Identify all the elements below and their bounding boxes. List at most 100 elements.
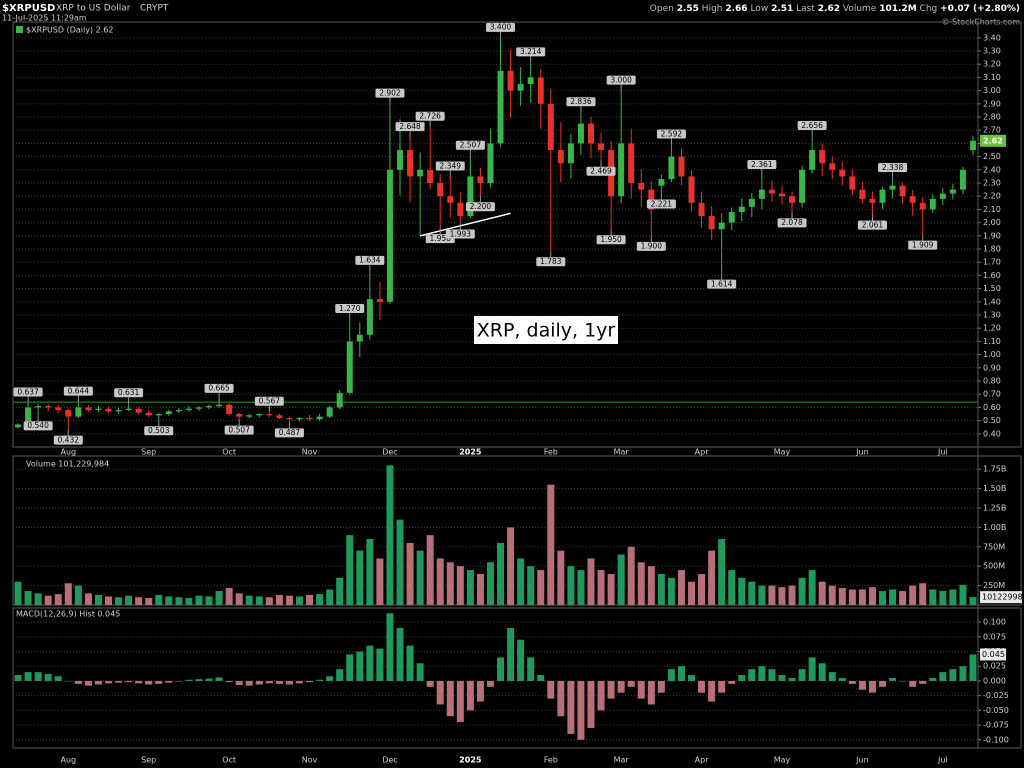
candle-body [879,189,886,203]
volume-bar [416,550,424,605]
price-panel [12,21,1022,448]
y-tick-label: 1.20 [983,324,1001,333]
candle-body [668,156,675,180]
last-value: 0.045 [982,650,1005,659]
price-legend: $XRPUSD (Daily) 2.62 [26,26,113,35]
volume-bar [94,594,102,605]
x-tick-label: Oct [222,448,236,457]
y-tick-label: -0.050 [983,706,1009,715]
macd-hist-bar [748,669,756,681]
candle-body [356,334,363,342]
annotation-label: 2.338 [882,163,904,172]
macd-hist-bar [688,675,696,681]
y-tick-label: 0.025 [983,662,1006,671]
volume-bar [275,594,283,605]
volume-bar [517,558,525,605]
x-tick-label: Nov [302,756,318,765]
volume-bar [798,577,806,605]
y-tick-label: 1.75B [983,465,1006,474]
macd-hist-bar [858,680,866,690]
annotation-label: 1.634 [359,256,381,265]
volume-bar [64,583,72,605]
candle-body [366,299,373,335]
macd-hist-bar [466,680,474,711]
volume-bar [356,550,364,605]
macd-hist-bar [215,677,223,681]
quote-value: 2.66 [725,4,747,14]
macd-hist-bar [758,666,766,681]
candle-body [799,169,806,203]
annotation-label: 2.648 [399,122,421,131]
volume-bar [919,583,927,605]
volume-bar [909,585,917,605]
y-tick-label: 1.50B [983,484,1006,493]
candle-body [175,410,182,412]
macd-hist-bar [848,680,856,684]
volume-bar [828,585,836,605]
annotation-box [445,229,475,239]
volume-bar [225,587,233,605]
volume-bar [44,595,52,605]
macd-hist-bar [969,654,977,681]
volume-bar [336,577,344,605]
annotation-box [566,97,596,107]
candle-body [929,198,936,210]
macd-hist-bar [708,680,716,702]
candle-body [919,202,926,210]
annotation-box [586,166,616,176]
volume-bar [567,566,575,605]
macd-hist-bar [476,680,484,702]
x-tick-label: Aug [60,756,76,765]
candle-body [15,424,22,428]
quote-value: 2.51 [771,4,793,14]
volume-bar [868,587,876,605]
candle-body [417,169,424,177]
volume-bar [195,595,203,605]
y-tick-label: 2.90 [983,99,1001,108]
candle-body [738,206,745,213]
volume-bar [185,598,193,605]
candle-body [959,169,966,190]
candle-body [909,196,916,203]
annotation-label: 2.592 [661,129,683,138]
volume-bar [778,587,786,605]
volume-bar [235,593,243,605]
y-tick-label: 0.80 [983,377,1001,386]
volume-bar [889,589,897,605]
x-tick-label: Dec [382,448,397,457]
candle-body [467,176,474,217]
macd-hist-bar [637,680,645,699]
y-tick-label: 0.100 [983,618,1006,627]
volume-bar [637,562,645,605]
macd-hist-bar [54,676,62,681]
macd-hist-bar [285,680,293,685]
annotation-label: 1.783 [540,257,562,266]
volume-bar [758,585,766,605]
annotation-box [114,388,144,398]
candle-body [286,417,293,420]
macd-hist-bar [647,680,655,705]
macd-hist-bar [14,675,22,681]
y-tick-label: 2.50 [983,152,1001,161]
macd-hist-bar [205,678,213,681]
quote-label: Chg [920,4,938,14]
quote-value: 101.2M [879,4,916,14]
annotation-box [435,161,465,171]
candle-body [618,143,625,197]
macd-hist-bar [768,669,776,681]
y-tick-label: 1.10 [983,337,1001,346]
volume-bar [969,597,977,605]
macd-hist-bar [135,680,143,684]
macd-hist-bar [828,672,836,681]
candle-body [306,417,313,420]
macd-title: MACD(12,26,9) Hist 0.045 [16,610,120,619]
volume-bar [295,596,303,605]
y-tick-label: -0.100 [983,735,1009,744]
y-tick-label: 0.40 [983,429,1001,438]
annotation-box [13,387,43,397]
annotation-box [536,257,566,267]
annotation-label: 3.000 [610,75,632,84]
volume-bar [657,573,665,605]
candle-body [206,406,213,408]
x-tick-label: May [774,448,791,457]
